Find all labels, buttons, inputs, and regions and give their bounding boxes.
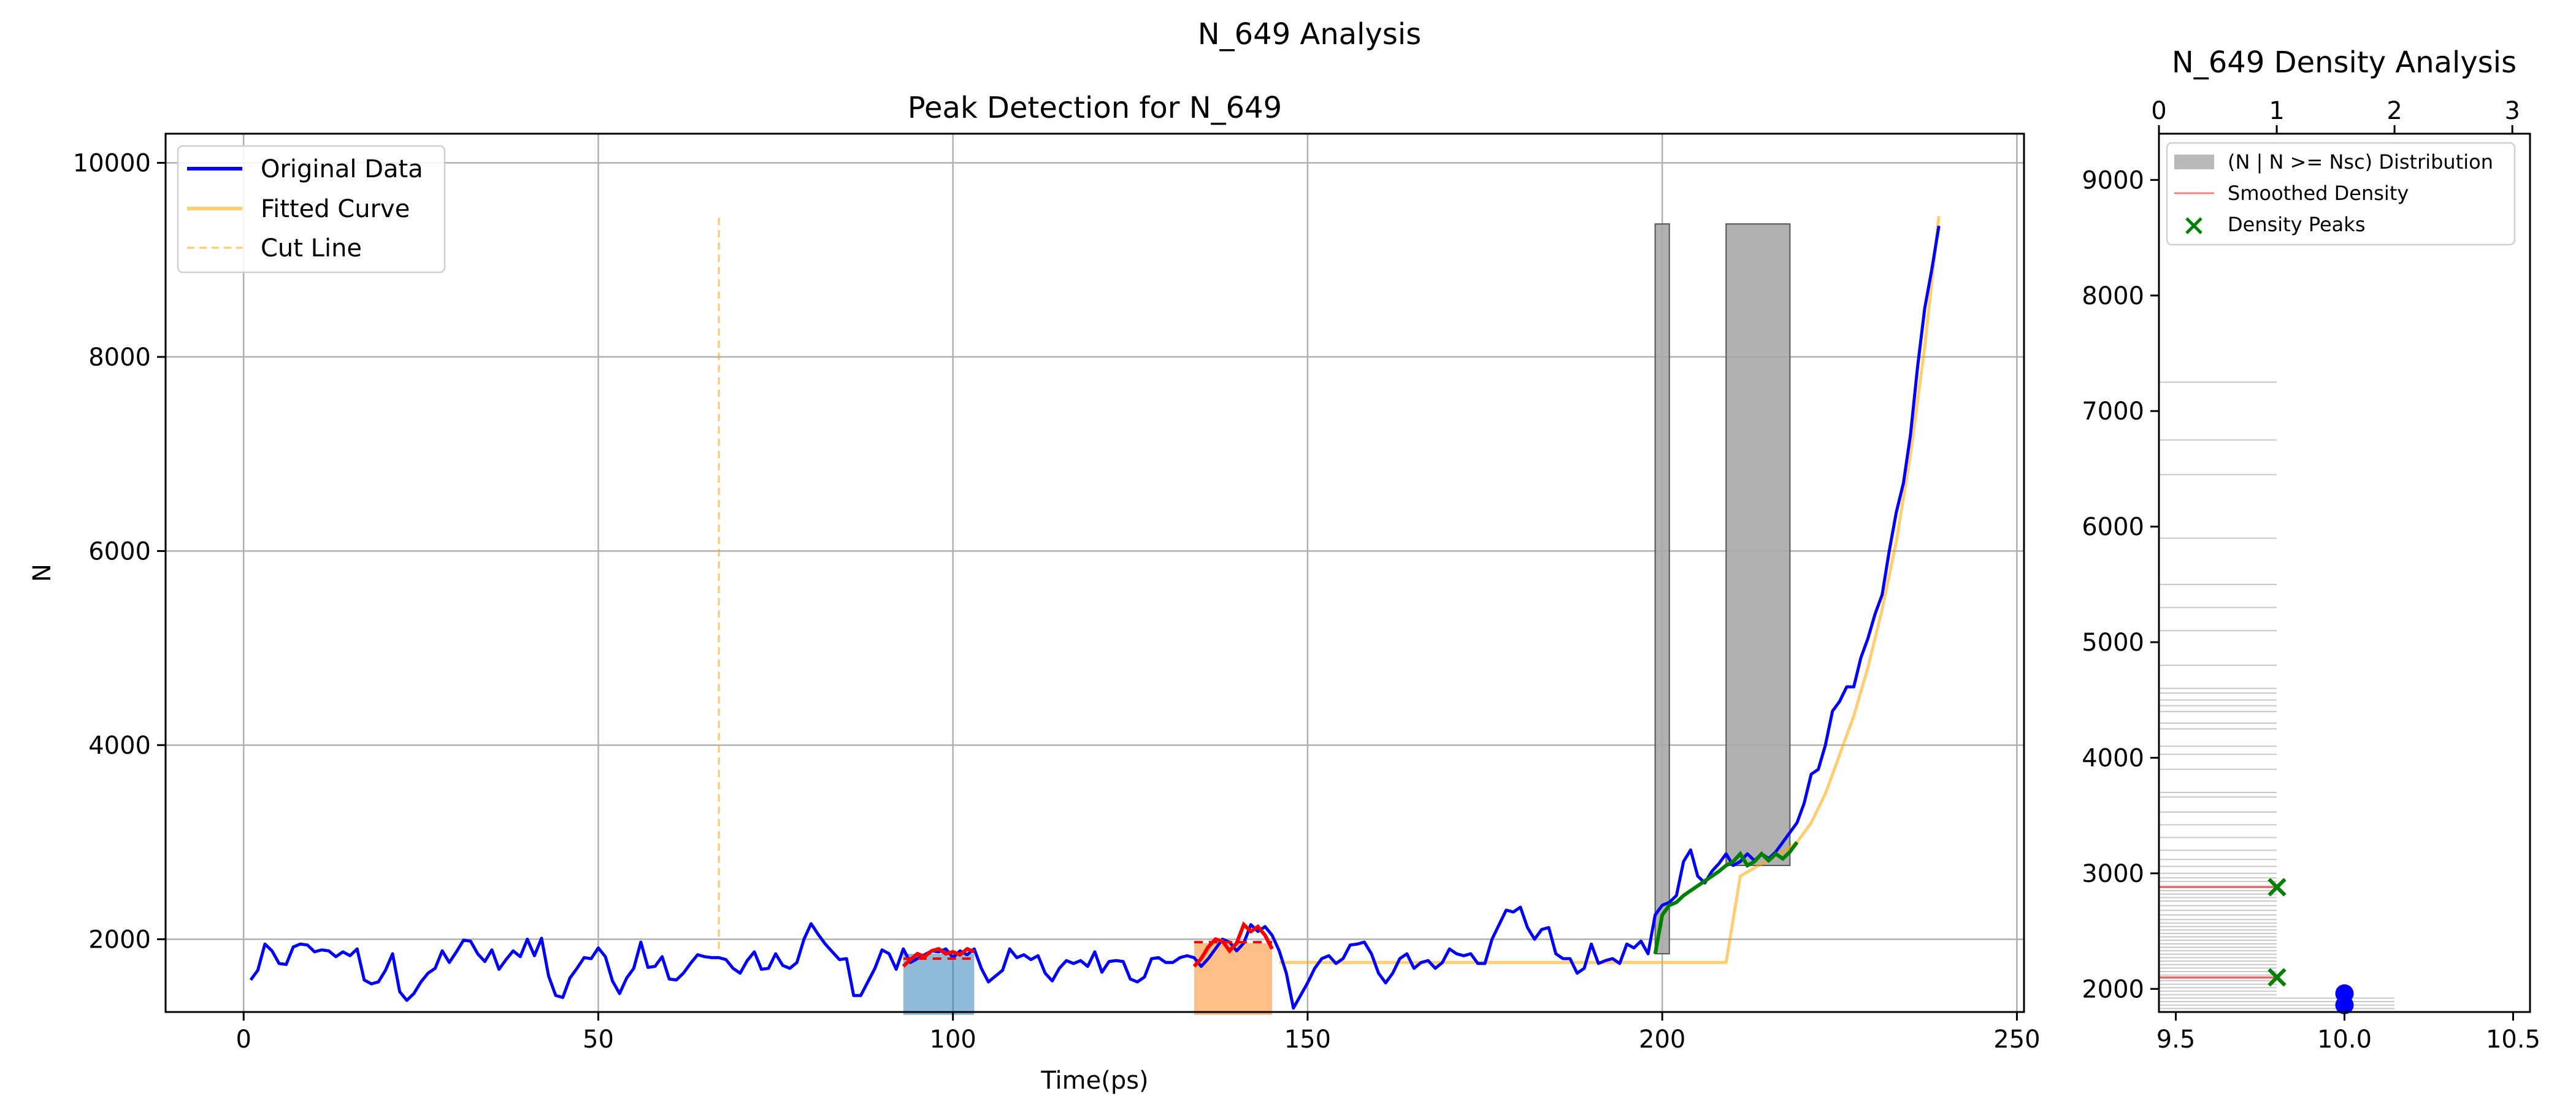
- right-xtick-label: 9.5: [2156, 1025, 2196, 1054]
- left-plot-area: [249, 216, 1941, 1015]
- right-ytick-label: 5000: [2082, 629, 2144, 657]
- density-panel: N_649 Density Analysis 9.5 10.0 10.5 0 1 2 3 20…: [2082, 45, 2540, 1054]
- legend-label-fitted: Fitted Curve: [261, 195, 410, 223]
- right-ytick-label: 6000: [2082, 513, 2144, 542]
- original-data-line: [249, 225, 1941, 1010]
- gray-bar-2: [1725, 223, 1791, 867]
- fitted-curve-line: [1279, 216, 1941, 964]
- figure-suptitle: N_649 Analysis: [1198, 17, 1422, 52]
- right-title: N_649 Density Analysis: [2172, 45, 2517, 80]
- legend-label-cut: Cut Line: [261, 234, 362, 263]
- right-top-xtick-label: 0: [2151, 97, 2166, 125]
- right-ytick-label: 3000: [2082, 860, 2144, 888]
- left-xtick-label: 200: [1639, 1025, 1685, 1054]
- left-xtick-label: 250: [1993, 1025, 2040, 1054]
- peak-region-1: [903, 954, 975, 1015]
- right-ytick-label: 8000: [2082, 282, 2144, 310]
- peak-region-2: [1194, 943, 1273, 1015]
- left-xtick-label: 100: [930, 1025, 976, 1054]
- density-peak-marker: [2267, 878, 2287, 897]
- left-xtick-label: 0: [236, 1025, 251, 1054]
- right-xtick-label: 10.5: [2486, 1025, 2540, 1054]
- detected-peak-line-1: [902, 946, 975, 968]
- blue-dot-marker: [2335, 995, 2354, 1014]
- right-legend: (N | N >= Nsc) Distribution Smoothed Den…: [2166, 142, 2516, 246]
- right-xtick-label: 10.0: [2317, 1025, 2372, 1054]
- right-ytick-label: 7000: [2082, 397, 2144, 426]
- left-axes-frame: [164, 132, 2025, 1013]
- left-ytick-label: 6000: [88, 537, 151, 565]
- left-legend: Original Data Fitted Curve Cut Line: [177, 145, 446, 274]
- gray-bar-1: [1654, 223, 1670, 955]
- right-ticks: 9.5 10.0 10.5 0 1 2 3 2000 3000 4000 5000 6000 7000 8…: [2082, 97, 2540, 1054]
- left-ytick-label: 2000: [88, 926, 151, 954]
- right-ytick-label: 2000: [2082, 975, 2144, 1003]
- detected-peak-line-2: [1192, 921, 1274, 968]
- left-xtick-label: 150: [1284, 1025, 1331, 1054]
- right-ytick-label: 9000: [2082, 166, 2144, 194]
- left-xlabel: Time(ps): [1040, 1067, 1148, 1095]
- left-ytick-label: 8000: [88, 343, 151, 372]
- density-peak-marker: [2267, 968, 2287, 987]
- right-ytick-label: 4000: [2082, 744, 2144, 772]
- legend-patch-hist: [2174, 155, 2214, 169]
- left-ytick-label: 10000: [73, 149, 151, 177]
- left-ylabel: N: [28, 564, 56, 582]
- left-ytick-label: 4000: [88, 732, 151, 760]
- right-top-xtick-label: 3: [2504, 97, 2520, 125]
- left-title: Peak Detection for N_649: [908, 91, 1282, 125]
- legend-label-hist: (N | N >= Nsc) Distribution: [2228, 150, 2493, 174]
- legend-label-peaks: Density Peaks: [2228, 213, 2365, 236]
- legend-marker-peaks: [2185, 217, 2202, 234]
- right-top-xtick-label: 1: [2269, 97, 2284, 125]
- right-top-xtick-label: 2: [2386, 97, 2402, 125]
- legend-label-original: Original Data: [261, 155, 423, 183]
- right-plot-area: [2159, 381, 2395, 1014]
- rise-segment-line: [1653, 841, 1799, 954]
- left-xtick-label: 50: [583, 1025, 614, 1054]
- legend-label-smoothed: Smoothed Density: [2228, 182, 2409, 205]
- right-legend-box: [2166, 142, 2516, 246]
- peak-detection-panel: Peak Detection for N_649 0 50 100 150 200 250…: [28, 91, 2041, 1095]
- left-legend-box: [177, 145, 446, 274]
- left-ticks: 0 50 100 150 200 250 2000 4000 6000 8000 10000: [73, 149, 2041, 1054]
- right-axes-frame: [2158, 132, 2531, 1013]
